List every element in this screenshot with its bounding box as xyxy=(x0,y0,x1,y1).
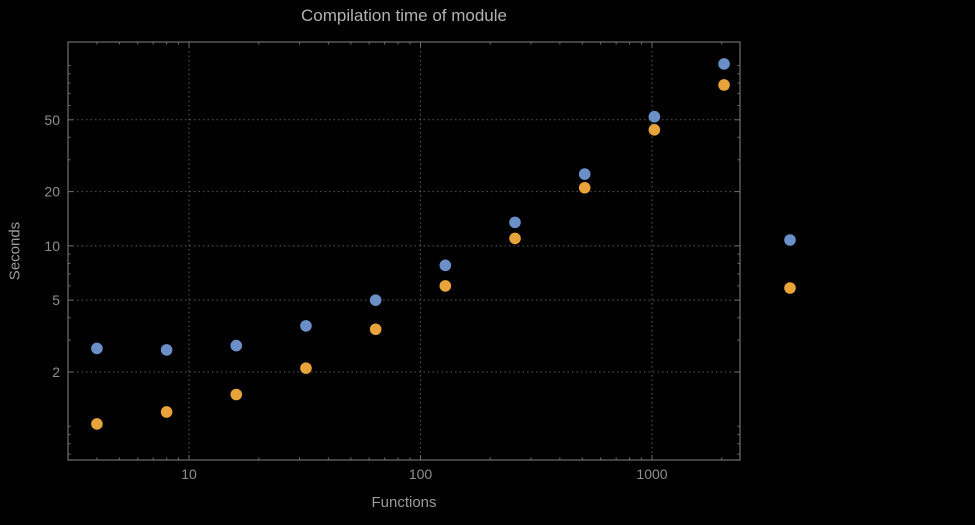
data-point-orange xyxy=(509,232,521,245)
plot-frame xyxy=(67,41,741,461)
data-point-orange xyxy=(648,124,661,136)
data-point-blue xyxy=(369,294,382,306)
data-point-orange xyxy=(230,388,243,401)
data-point-blue xyxy=(300,320,312,332)
y-axis-label: Seconds xyxy=(6,221,24,281)
data-point-orange xyxy=(578,181,591,194)
data-point-blue xyxy=(91,342,103,355)
data-point-blue xyxy=(648,110,661,123)
data-point-orange xyxy=(160,406,173,418)
data-point-orange xyxy=(439,280,452,292)
y-tick-label: 10 xyxy=(44,238,60,254)
x-tick-label: 1000 xyxy=(636,466,667,482)
chart-title: Compilation time of module xyxy=(301,6,507,25)
legend-marker-orange xyxy=(784,282,796,294)
data-point-blue xyxy=(160,344,173,356)
data-point-blue xyxy=(509,216,521,229)
y-tick-label: 2 xyxy=(52,364,60,380)
data-point-blue xyxy=(230,339,243,352)
legend-marker-blue xyxy=(784,234,796,246)
data-point-orange xyxy=(300,362,312,374)
y-tick-label: 20 xyxy=(44,184,60,200)
x-tick-label: 100 xyxy=(409,466,433,482)
data-point-orange xyxy=(718,79,730,91)
data-point-blue xyxy=(578,168,591,180)
data-point-orange xyxy=(369,323,382,336)
x-tick-label: 10 xyxy=(181,466,197,482)
y-tick-label: 5 xyxy=(52,292,60,308)
y-tick-label: 50 xyxy=(44,112,60,128)
x-axis-label: Functions xyxy=(371,494,437,511)
data-point-blue xyxy=(439,259,452,272)
data-point-blue xyxy=(718,58,730,70)
data-point-orange xyxy=(91,418,103,430)
